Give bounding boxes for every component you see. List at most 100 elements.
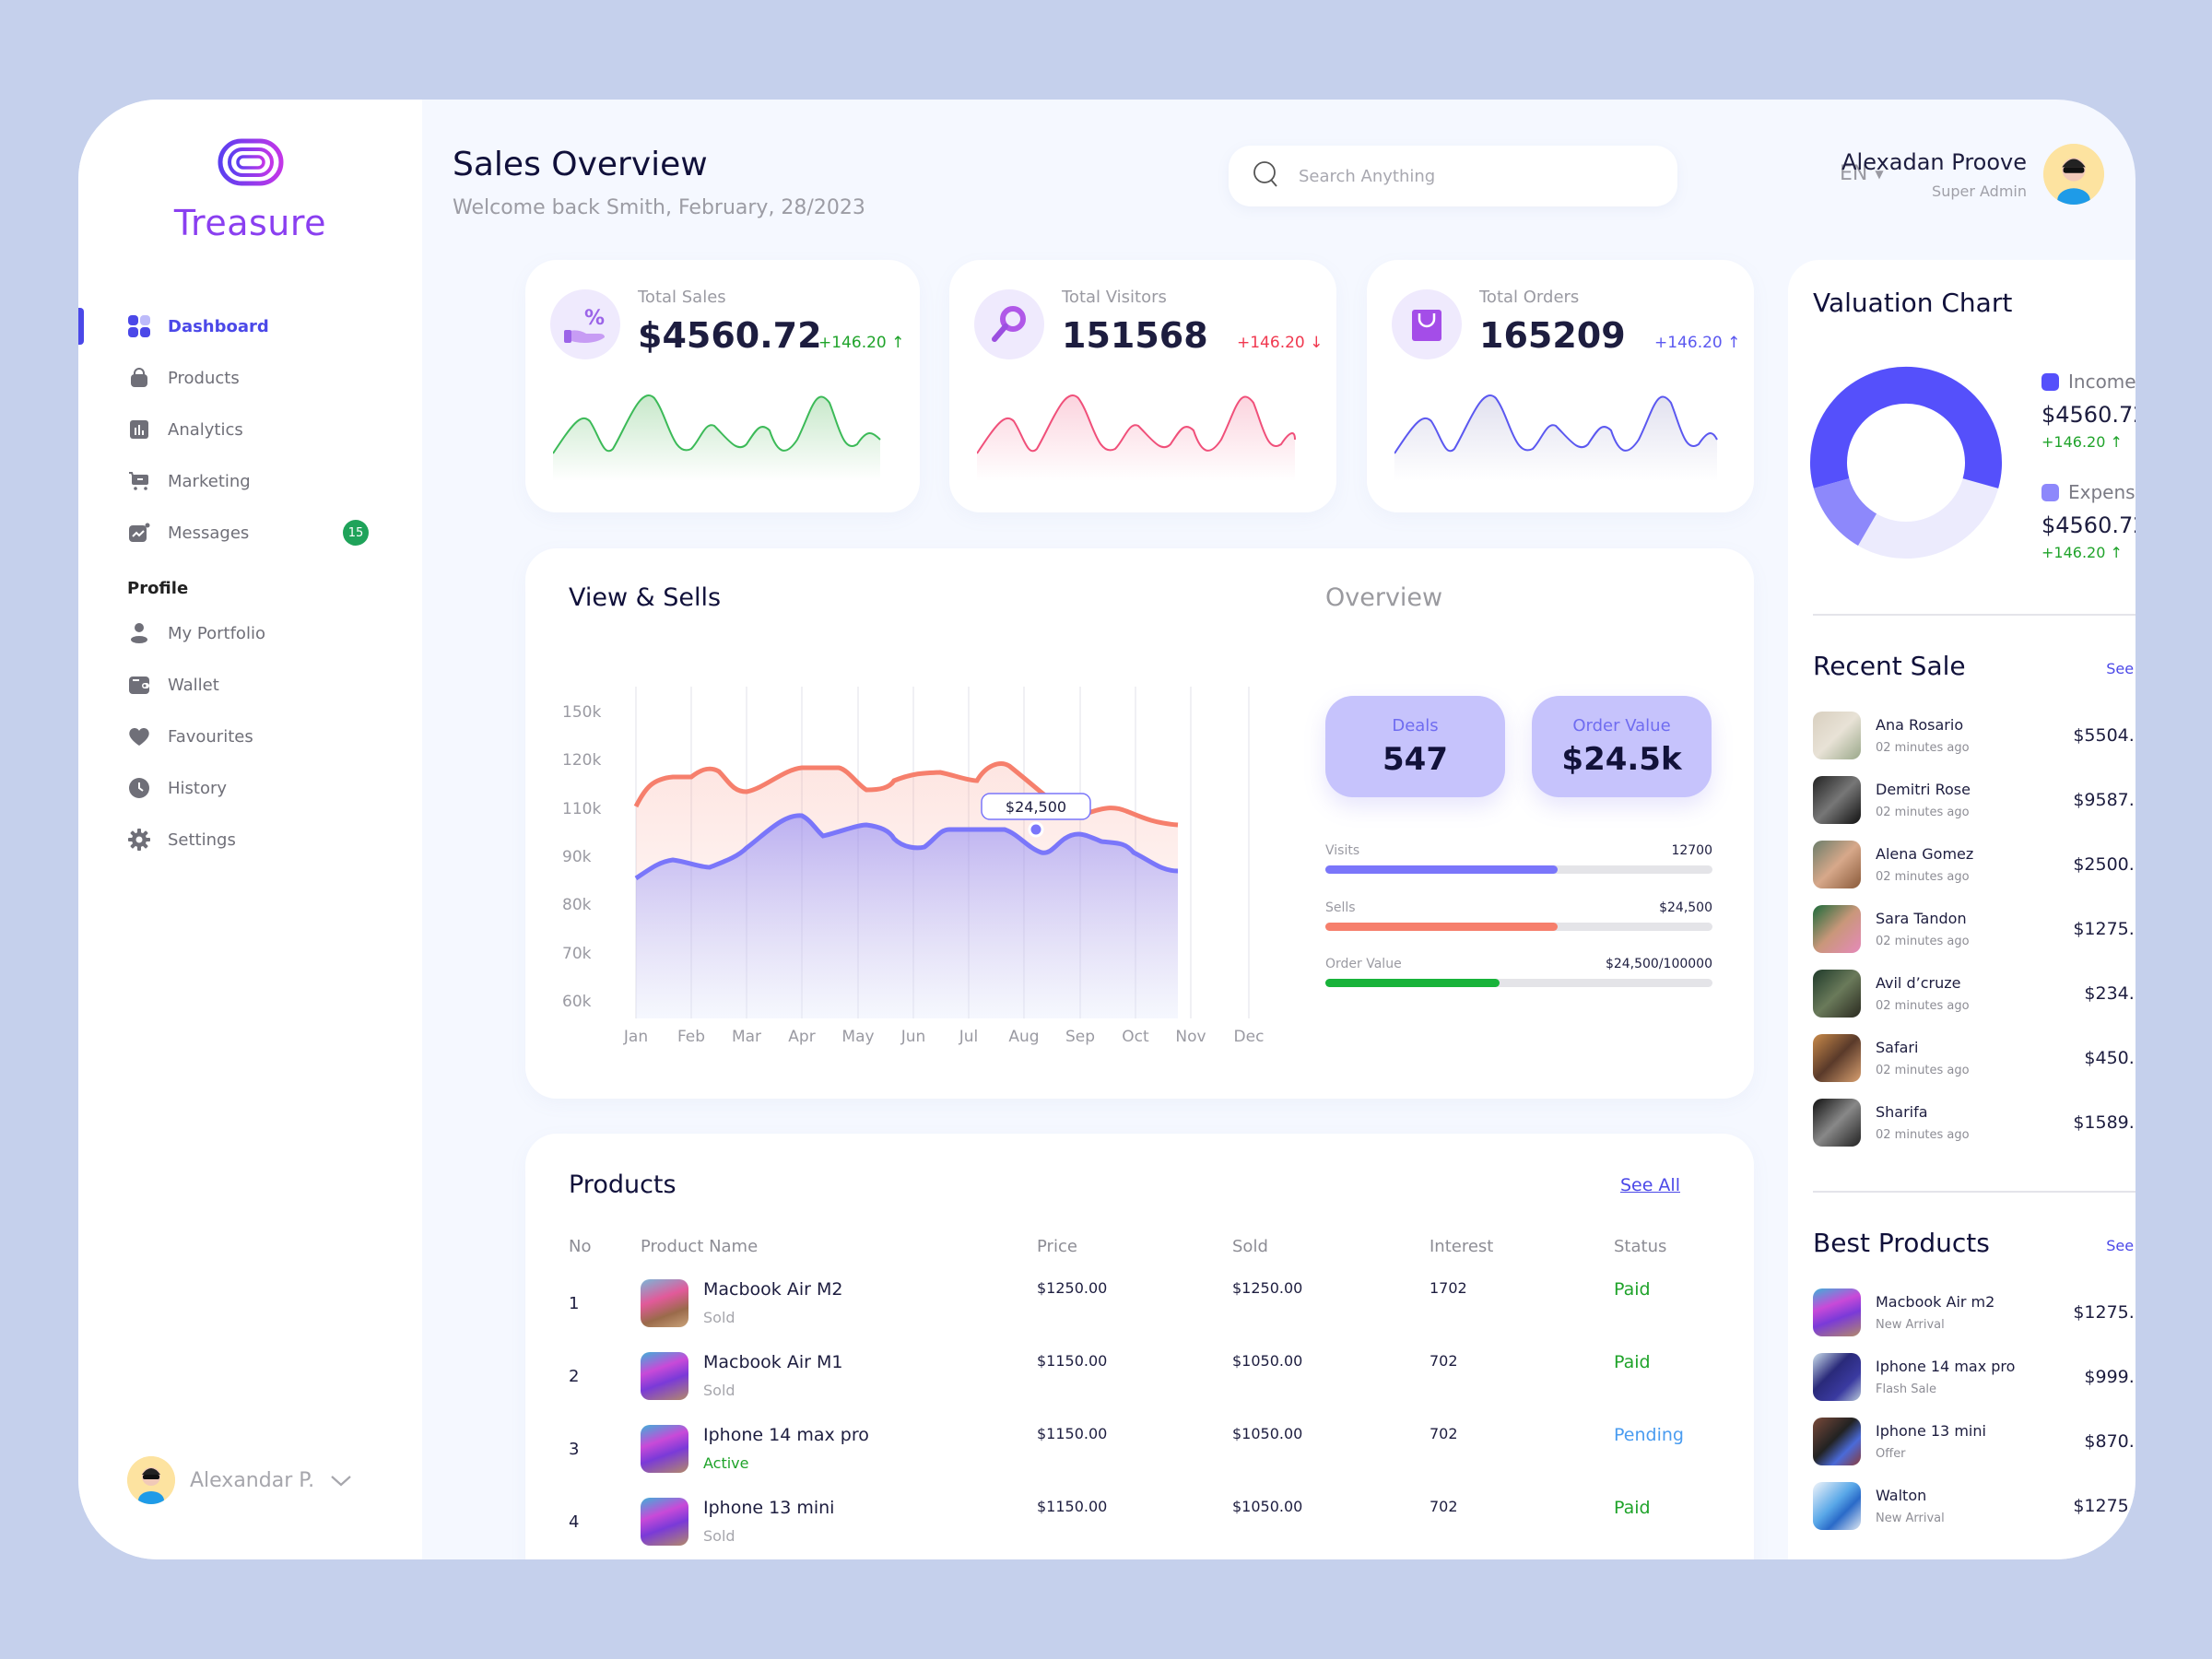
search-bar[interactable] <box>1229 146 1677 206</box>
product-thumbnail <box>641 1352 688 1400</box>
main-content: Sales Overview Welcome back Smith, Febru… <box>422 100 2136 1559</box>
svg-text:80k: 80k <box>562 896 592 914</box>
sidebar-item-analytics[interactable]: Analytics <box>78 404 422 455</box>
svg-text:Sep: Sep <box>1065 1028 1095 1046</box>
stat-change: +146.20 ↑ <box>1654 334 1741 352</box>
clock-icon <box>127 776 151 800</box>
avatar <box>127 1456 175 1504</box>
customer-avatar <box>1813 712 1861 759</box>
sidebar-item-label: History <box>168 778 228 798</box>
status-badge: Paid <box>1614 1352 1651 1372</box>
status-badge: Pending <box>1614 1425 1684 1445</box>
sidebar-item-my-portfolio[interactable]: My Portfolio <box>78 607 422 659</box>
sidebar-item-products[interactable]: Products <box>78 352 422 404</box>
sidebar-item-history[interactable]: History <box>78 762 422 814</box>
svg-text:Oct: Oct <box>1122 1028 1149 1046</box>
svg-text:70k: 70k <box>562 945 592 963</box>
shopping-bag-icon <box>1392 289 1462 359</box>
sidebar-user-name: Alexandar P. <box>190 1468 315 1492</box>
order-value-box[interactable]: Order Value $24.5k <box>1532 696 1712 797</box>
valuation-chart-title: Valuation Chart <box>1813 288 2013 318</box>
caret-down-icon: ▼ <box>1875 167 1884 181</box>
sidebar-user-menu[interactable]: Alexandar P. <box>127 1456 354 1504</box>
svg-text:150k: 150k <box>562 703 601 722</box>
svg-text:Aug: Aug <box>1008 1028 1039 1046</box>
sidebar: Treasure Dashboard Products Analytics <box>78 100 422 1559</box>
deals-box[interactable]: Deals 547 <box>1325 696 1505 797</box>
products-title: Products <box>569 1171 677 1199</box>
sidebar-item-label: Favourites <box>168 726 253 747</box>
product-thumbnail <box>1813 1353 1861 1401</box>
expense-swatch <box>2041 483 2059 501</box>
sidebar-item-label: Wallet <box>168 675 219 695</box>
bag-icon <box>127 366 151 390</box>
svg-text:%: % <box>584 307 605 330</box>
sidebar-item-label: Products <box>168 368 240 388</box>
dashboard-window: Treasure Dashboard Products Analytics <box>78 100 2136 1559</box>
svg-text:120k: 120k <box>562 751 601 770</box>
avatar[interactable] <box>2043 144 2104 205</box>
user-name: Alexadan Proove <box>1841 148 2027 175</box>
search-icon <box>1253 160 1278 192</box>
percent-hand-icon: % <box>550 289 620 359</box>
best-products-title: Best Products <box>1813 1228 1990 1258</box>
sidebar-item-settings[interactable]: Settings <box>78 814 422 865</box>
svg-text:Nov: Nov <box>1175 1028 1206 1046</box>
sidebar-item-dashboard[interactable]: Dashboard <box>78 300 422 352</box>
sidebar-item-messages[interactable]: Messages 15 <box>78 507 422 559</box>
sidebar-item-favourites[interactable]: Favourites <box>78 711 422 762</box>
stat-card-total-visitors[interactable]: Total Visitors 151568 +146.20 ↓ <box>949 260 1336 512</box>
products-card: Products See All No Product Name Price S… <box>525 1134 1754 1559</box>
profile-section-heading: Profile <box>127 579 189 598</box>
search-input[interactable] <box>1299 166 1649 186</box>
recent-sale-see-all[interactable]: See All <box>2106 660 2136 677</box>
treasure-logo-icon <box>218 138 283 186</box>
sidebar-item-wallet[interactable]: Wallet <box>78 659 422 711</box>
app-name: Treasure <box>173 203 327 243</box>
user-icon <box>127 621 151 645</box>
right-panel: Valuation Chart Income $4560.72 +146.20 … <box>1788 260 2136 1559</box>
stat-card-total-sales[interactable]: % Total Sales $4560.72 +146.20 ↑ <box>525 260 920 512</box>
language-selector[interactable]: EN ▼ <box>1840 162 1884 185</box>
chevron-down-icon[interactable] <box>328 1467 354 1493</box>
products-see-all-link[interactable]: See All <box>1619 1175 1680 1195</box>
divider <box>1813 1191 2136 1193</box>
divider <box>1813 614 2136 616</box>
user-role: Super Admin <box>1932 182 2027 200</box>
stat-card-total-orders[interactable]: Total Orders 165209 +146.20 ↑ <box>1367 260 1754 512</box>
best-products-see-all[interactable]: See All <box>2106 1237 2136 1254</box>
svg-text:Jan: Jan <box>623 1028 648 1046</box>
product-thumbnail <box>641 1498 688 1546</box>
status-badge: Paid <box>1614 1279 1651 1300</box>
message-chart-icon <box>127 521 151 545</box>
table-row[interactable]: 4 Iphone 13 mini Sold $1150.00 $1050.00 7… <box>569 1498 1651 1546</box>
customer-avatar <box>1813 1034 1861 1082</box>
income-legend: Income $4560.72 +146.20 ↑ <box>2041 371 2136 451</box>
stat-value: 165209 <box>1479 315 1626 356</box>
header-user[interactable]: Alexadan Proove Super Admin <box>1841 144 2104 205</box>
expense-legend: Expense $4560.72 +146.20 ↑ <box>2041 481 2136 561</box>
stat-label: Total Orders <box>1479 288 1580 307</box>
total-visitors-sparkline <box>977 394 1296 481</box>
stat-value: 151568 <box>1062 315 1208 356</box>
sidebar-item-label: Messages <box>168 523 250 543</box>
logo[interactable]: Treasure <box>78 138 422 243</box>
stat-value: $4560.72 <box>638 315 822 356</box>
table-row[interactable]: 1 Macbook Air M2 Sold $1250.00 $1250.00 1… <box>569 1279 1651 1327</box>
table-row[interactable]: 2 Macbook Air M1 Sold $1150.00 $1050.00 7… <box>569 1352 1651 1400</box>
wallet-icon <box>127 673 151 697</box>
sidebar-item-marketing[interactable]: Marketing <box>78 455 422 507</box>
svg-text:90k: 90k <box>562 848 592 866</box>
table-row[interactable]: 3 Iphone 14 max pro Active $1150.00 $1050… <box>569 1425 1684 1473</box>
